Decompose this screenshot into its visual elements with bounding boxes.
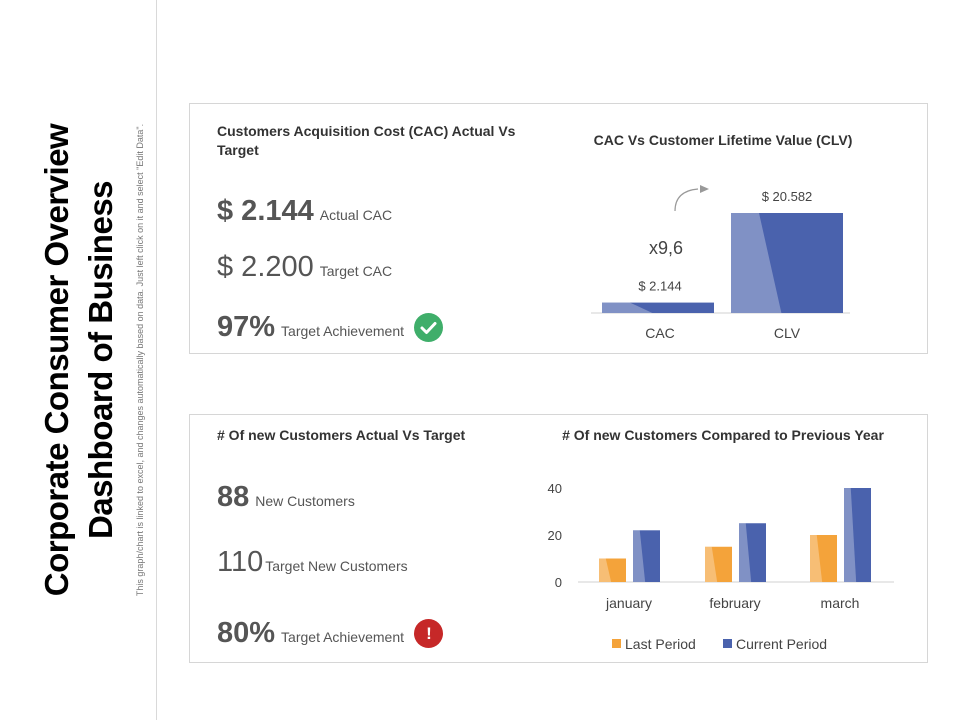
target-customers-label: Target New Customers — [265, 558, 408, 574]
multiplier-annotation: x9,6 — [649, 238, 683, 258]
y-tick-label: 0 — [555, 575, 562, 590]
x-tick-label: january — [605, 595, 652, 611]
cac-title-line-1: Customers Acquisition Cost (CAC) Actual … — [217, 123, 516, 139]
page-title: Corporate Consumer Overview Dashboard of… — [35, 80, 123, 640]
new-customers-value: 88 — [217, 481, 250, 513]
cac-achievement-label: Target Achievement — [281, 323, 405, 339]
actual-cac-value: $ 2.144 — [217, 195, 314, 227]
bar-sheen — [739, 523, 752, 582]
x-tick-label: march — [821, 595, 860, 611]
cac-title-line-2: Target — [217, 142, 259, 158]
bar-sheen-clv — [731, 213, 782, 313]
edit-data-note: This graph/chart is linked to excel, and… — [135, 123, 145, 597]
x-tick-label: february — [709, 595, 760, 611]
target-cac-label: Target CAC — [319, 263, 393, 279]
customers-achievement-row: 80% Target Achievement ! — [217, 617, 444, 652]
cac-achievement-value: 97% — [217, 311, 276, 343]
arrow-icon — [674, 188, 699, 212]
chart-title: # Of new Customers Compared to Previous … — [562, 427, 884, 443]
customers-achievement-value: 80% — [217, 617, 276, 649]
actual-cac-row: $ 2.144 Actual CAC — [217, 195, 392, 228]
bar-current-period-february — [739, 523, 766, 582]
cac-achievement-row: 97% Target Achievement — [217, 311, 444, 346]
customers-panel-title: # Of new Customers Actual Vs Target — [217, 427, 466, 443]
bar-current-period-march — [844, 488, 871, 582]
bar-sheen — [599, 558, 612, 582]
bar-cac — [602, 302, 714, 313]
bar-current-period-january — [633, 530, 660, 582]
new-customers-row: 88 New Customers — [217, 481, 355, 514]
chart-title: CAC Vs Customer Lifetime Value (CLV) — [594, 132, 853, 148]
data-label: $ 20.582 — [762, 189, 813, 204]
y-tick-label: 40 — [548, 481, 562, 496]
sidebar: Corporate Consumer Overview Dashboard of… — [0, 0, 157, 720]
check-icon — [414, 313, 444, 343]
cac-panel-title: Customers Acquisition Cost (CAC) Actual … — [217, 122, 515, 160]
cac-clv-chart: CAC Vs Customer Lifetime Value (CLV) $ 2… — [591, 132, 853, 341]
bar-clv — [731, 213, 843, 313]
bar-last-period-january — [599, 558, 626, 582]
target-cac-row: $ 2.200 Target CAC — [217, 251, 392, 284]
new-customers-label: New Customers — [255, 493, 355, 509]
legend-swatch — [723, 639, 732, 648]
bar-last-period-march — [810, 535, 837, 582]
bar-sheen — [810, 535, 823, 582]
page-title-line-2: Dashboard of Business — [82, 180, 119, 540]
customers-achievement-label: Target Achievement — [281, 629, 405, 645]
actual-cac-label: Actual CAC — [319, 207, 393, 223]
y-tick-label: 20 — [548, 528, 562, 543]
bar-sheen — [705, 546, 718, 582]
target-customers-row: 110 Target New Customers — [217, 546, 408, 579]
alert-icon: ! — [414, 619, 444, 649]
data-label: $ 2.144 — [638, 279, 681, 294]
target-customers-value: 110 — [217, 546, 264, 578]
bar-sheen-cac — [602, 302, 653, 313]
cac-panel: Customers Acquisition Cost (CAC) Actual … — [189, 103, 928, 354]
bar-sheen — [844, 488, 857, 582]
arrow-head-icon — [700, 185, 709, 193]
legend-label: Last Period — [625, 636, 696, 652]
bar-sheen — [633, 530, 646, 582]
x-tick-label: CLV — [774, 325, 801, 341]
bar-last-period-february — [705, 546, 732, 582]
target-cac-value: $ 2.200 — [217, 251, 314, 283]
page-title-line-1: Corporate Consumer Overview — [38, 123, 75, 597]
legend-swatch — [612, 639, 621, 648]
x-tick-label: CAC — [645, 325, 675, 341]
legend-label: Current Period — [736, 636, 827, 652]
new-customers-chart: # Of new Customers Compared to Previous … — [548, 427, 894, 652]
customers-panel: # Of new Customers Actual Vs Target 88 Ne… — [189, 414, 928, 663]
